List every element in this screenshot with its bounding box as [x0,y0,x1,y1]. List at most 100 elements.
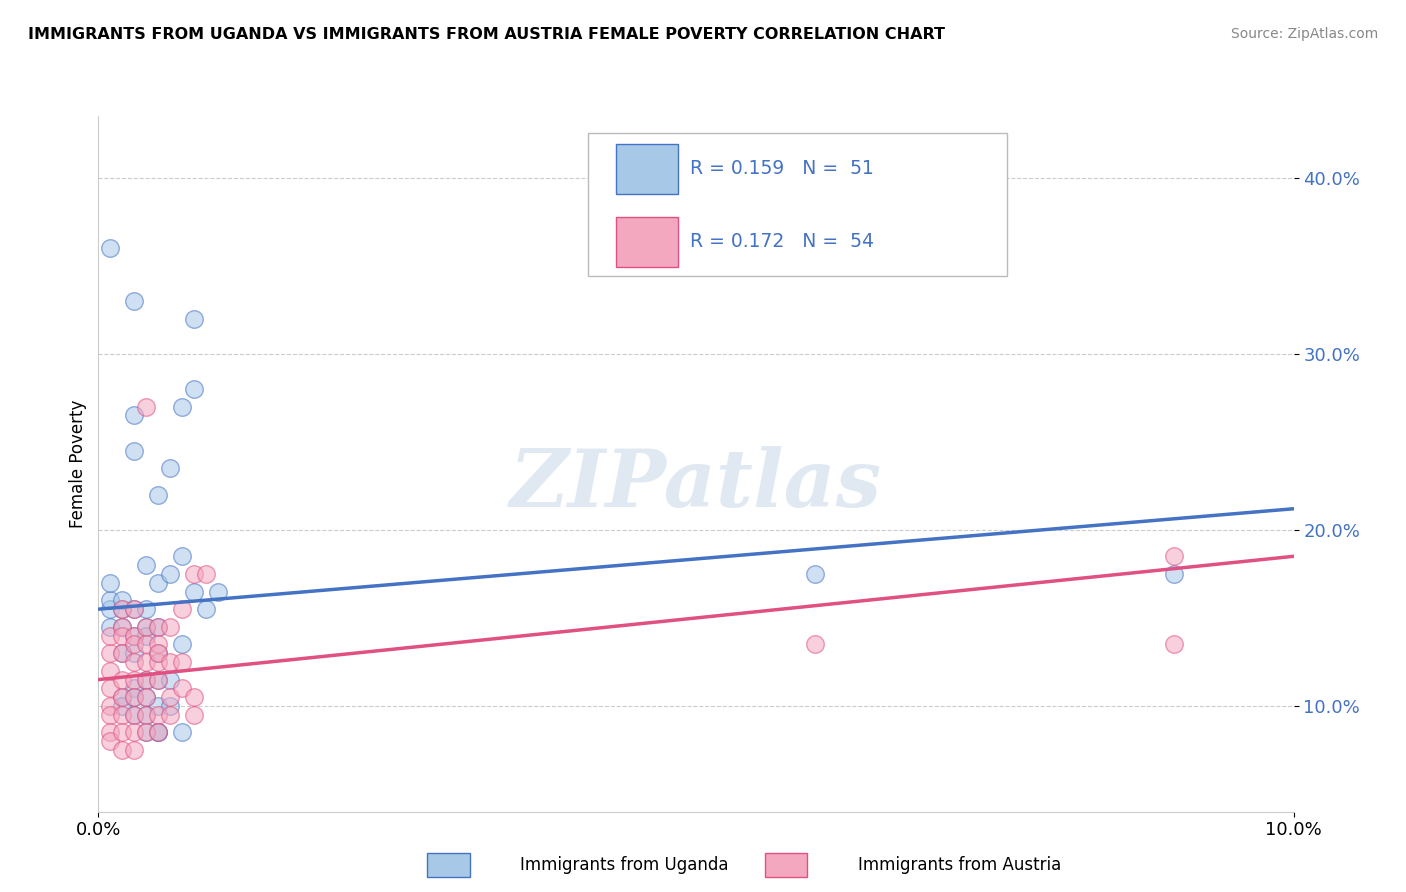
Point [111,602,134,616]
Point [111,620,134,634]
Point [124,637,146,651]
Text: ZIPatlas: ZIPatlas [510,446,882,524]
Point [124,602,146,616]
Point [148,725,170,739]
Point [135,673,157,687]
Point [111,690,134,705]
Point [159,566,181,581]
Point [135,673,157,687]
Point [98,575,122,590]
Point [124,655,146,669]
Point [98,734,122,748]
Point [148,488,170,502]
Point [111,725,134,739]
Point [183,690,205,705]
Point [111,602,134,616]
Point [148,646,170,660]
Point [194,566,218,581]
Point [172,549,194,564]
Text: R = 0.172   N =  54: R = 0.172 N = 54 [690,232,875,251]
Point [135,637,157,651]
Point [148,725,170,739]
Point [124,681,146,696]
Point [159,461,181,475]
Point [111,620,134,634]
Point [111,673,134,687]
Point [135,690,157,705]
Point [124,743,146,757]
Point [172,681,194,696]
Text: R = 0.159   N =  51: R = 0.159 N = 51 [690,159,875,178]
Point [124,602,146,616]
Point [135,707,157,722]
Point [98,681,122,696]
Point [148,725,170,739]
Point [135,620,157,634]
Point [98,241,122,255]
Point [172,637,194,651]
Point [159,620,181,634]
Point [172,655,194,669]
Point [124,629,146,643]
Point [98,593,122,607]
Point [183,382,205,396]
Point [135,690,157,705]
Point [172,725,194,739]
Point [111,593,134,607]
Point [1163,637,1185,651]
Point [194,602,218,616]
Point [159,673,181,687]
Point [98,602,122,616]
Point [124,443,146,458]
Point [1163,566,1185,581]
Text: IMMIGRANTS FROM UGANDA VS IMMIGRANTS FROM AUSTRIA FEMALE POVERTY CORRELATION CHA: IMMIGRANTS FROM UGANDA VS IMMIGRANTS FRO… [28,27,945,42]
Point [135,655,157,669]
Point [124,293,146,308]
Point [148,673,170,687]
Point [172,400,194,414]
Text: Immigrants from Uganda: Immigrants from Uganda [520,856,728,874]
FancyBboxPatch shape [616,144,678,194]
Point [148,575,170,590]
Point [98,620,122,634]
Point [124,409,146,423]
Text: Immigrants from Austria: Immigrants from Austria [858,856,1062,874]
Point [148,620,170,634]
Point [159,690,181,705]
Point [183,566,205,581]
Point [148,655,170,669]
Point [135,558,157,573]
Point [183,707,205,722]
Point [124,646,146,660]
Point [98,707,122,722]
Point [1163,549,1185,564]
Point [135,620,157,634]
Point [111,646,134,660]
Point [135,400,157,414]
FancyBboxPatch shape [616,217,678,267]
FancyBboxPatch shape [588,134,1007,276]
Y-axis label: Female Poverty: Female Poverty [69,400,87,528]
Point [804,637,827,651]
Point [207,584,229,599]
Point [135,707,157,722]
Point [124,707,146,722]
Point [172,602,194,616]
Text: Source: ZipAtlas.com: Source: ZipAtlas.com [1230,27,1378,41]
Point [124,690,146,705]
Point [804,566,827,581]
Point [183,311,205,326]
Point [148,699,170,714]
Point [159,707,181,722]
Point [98,629,122,643]
Point [98,664,122,678]
Point [159,655,181,669]
Point [124,690,146,705]
Point [148,637,170,651]
Point [98,646,122,660]
Point [135,602,157,616]
Point [124,707,146,722]
Point [148,620,170,634]
Point [135,725,157,739]
Point [111,699,134,714]
